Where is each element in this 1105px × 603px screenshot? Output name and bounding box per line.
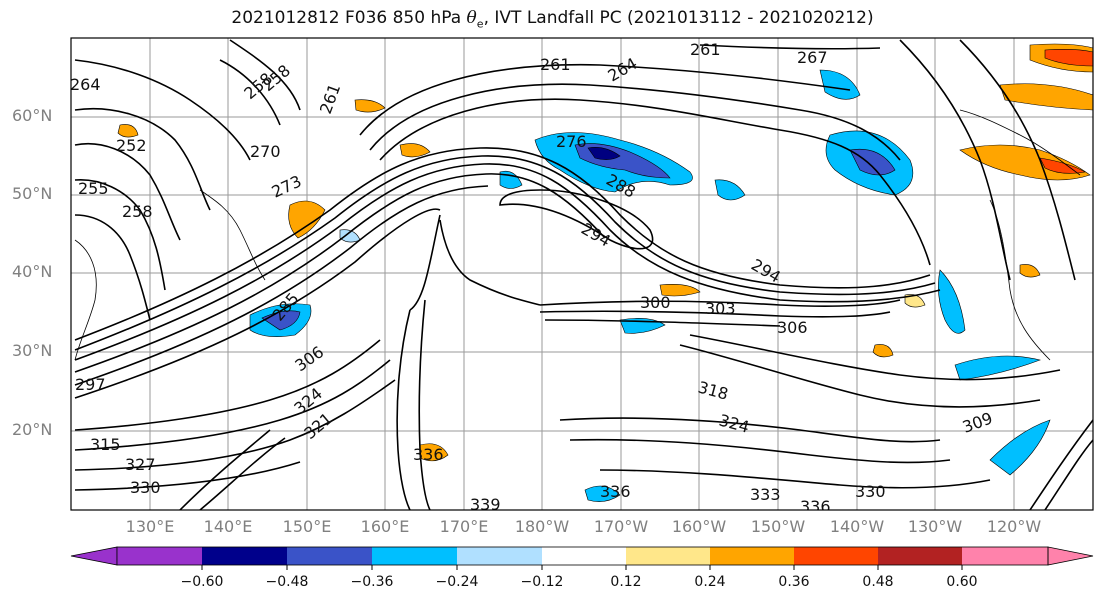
colorbar-tick-label: 0.24 <box>694 574 726 590</box>
contour-label: 270 <box>250 142 281 161</box>
contour-label: 297 <box>75 375 106 394</box>
colorbar-extend-low <box>70 546 118 566</box>
contour-label: 261 <box>690 40 721 59</box>
colorbar-tick-label: −0.48 <box>265 574 309 590</box>
contour-label: 315 <box>90 435 121 454</box>
theta-e-contours <box>74 39 1093 510</box>
lon-label: 160°E <box>360 517 410 536</box>
map-title: 2021012812 F036 850 hPa θe, IVT Landfall… <box>231 8 874 31</box>
contour-label: 276 <box>556 132 587 151</box>
colorbar-tick-label: 0.12 <box>610 574 642 590</box>
colorbar-tick-label: −0.36 <box>350 574 394 590</box>
colorbar-bin <box>878 547 962 565</box>
lon-label: 180°W <box>514 517 570 536</box>
contour-label: 267 <box>797 48 828 67</box>
colorbar-tick-label: −0.12 <box>520 574 564 590</box>
contour-label: 336 <box>800 497 831 516</box>
contour-label: 255 <box>78 179 109 198</box>
contour-label: 258 <box>122 202 153 221</box>
colorbar-bin <box>287 547 372 565</box>
contour-label: 330 <box>855 482 886 501</box>
coastlines <box>74 109 1081 361</box>
lat-label: 30°N <box>12 341 53 360</box>
graticule <box>71 38 1093 510</box>
colorbar-extend-high <box>1047 546 1094 566</box>
pc-shading <box>117 43 1093 502</box>
contour-label: 339 <box>470 495 501 514</box>
colorbar-bin <box>542 547 626 565</box>
lon-label: 130°E <box>125 517 175 536</box>
colorbar-bin <box>710 547 794 565</box>
colorbar <box>70 546 1094 570</box>
contour-label: 252 <box>116 136 147 155</box>
contour-label: 264 <box>70 75 101 94</box>
colorbar-bin <box>962 547 1048 565</box>
contour-label: 333 <box>750 485 781 504</box>
lon-label: 170°E <box>439 517 489 536</box>
lat-label: 20°N <box>12 420 53 439</box>
colorbar-tick-label: −0.60 <box>180 574 224 590</box>
lon-label: 130°W <box>907 517 963 536</box>
lon-label: 160°W <box>671 517 727 536</box>
colorbar-bin <box>202 547 287 565</box>
colorbar-tick-label: 0.60 <box>946 574 978 590</box>
colorbar-bin <box>794 547 878 565</box>
lon-label: 150°W <box>750 517 806 536</box>
lon-label: 120°W <box>986 517 1042 536</box>
lat-label: 50°N <box>12 184 53 203</box>
plot-frame <box>70 37 1094 511</box>
contour-label: 306 <box>777 318 808 337</box>
colorbar-tick-label: −0.24 <box>435 574 479 590</box>
lat-label: 60°N <box>12 106 53 125</box>
lat-label: 40°N <box>12 262 53 281</box>
colorbar-tick-label: 0.36 <box>778 574 810 590</box>
colorbar-bin <box>117 547 202 565</box>
contour-label: 300 <box>640 293 671 312</box>
colorbar-tick-label: 0.48 <box>862 574 894 590</box>
lon-label: 170°W <box>593 517 649 536</box>
lon-label: 140°W <box>829 517 885 536</box>
colorbar-bin <box>626 547 710 565</box>
contour-label: 336 <box>600 482 631 501</box>
contour-label: 330 <box>130 478 161 497</box>
contour-label: 303 <box>705 299 736 318</box>
colorbar-bin <box>372 547 457 565</box>
colorbar-bin <box>457 547 542 565</box>
lon-label: 150°E <box>282 517 332 536</box>
contour-label: 261 <box>540 55 571 74</box>
contour-label: 327 <box>125 455 156 474</box>
contour-label: 336 <box>413 445 444 464</box>
lon-label: 140°E <box>203 517 253 536</box>
